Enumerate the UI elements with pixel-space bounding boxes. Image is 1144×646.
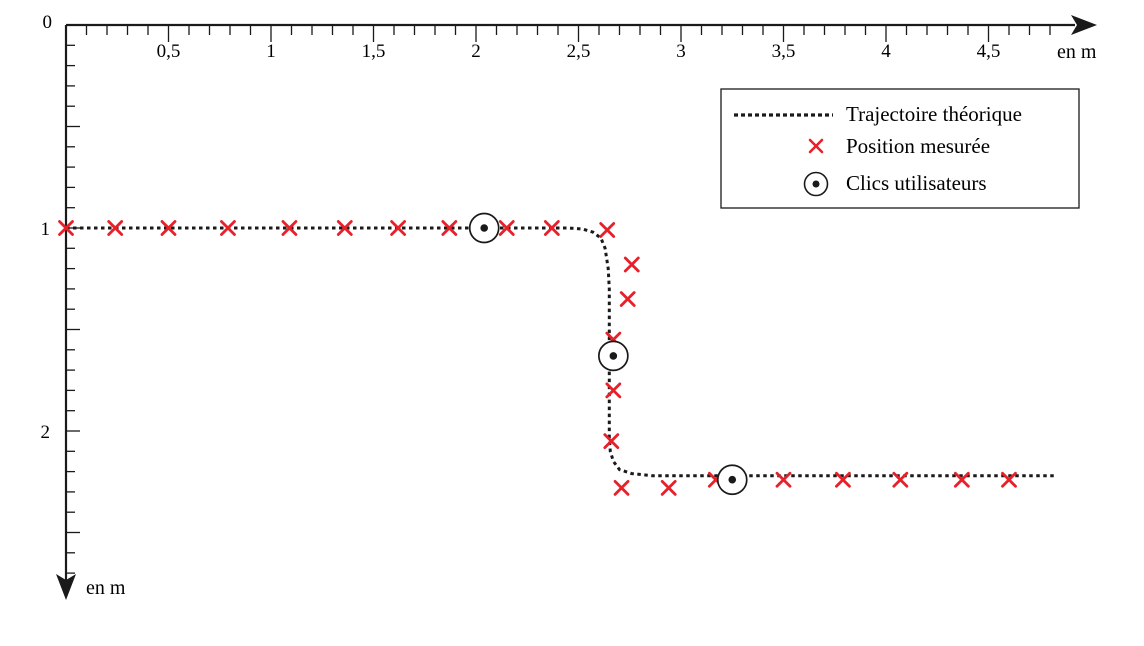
x-tick-label: 1,5 [362,41,386,62]
x-tick-label: 2,5 [567,41,591,62]
plot-area [60,214,1055,495]
x-tick-label: 2 [471,41,481,62]
measured-point [605,435,618,448]
measured-point [601,224,614,237]
theoretical-trajectory-line [66,228,1054,476]
click-marker [599,341,628,370]
y-axis-ticks: 12 [41,45,81,573]
x-tick-label: 4,5 [977,41,1001,62]
y-axis-unit-label: en m [86,577,126,599]
legend-label-clicks: Clics utilisateurs [846,171,987,195]
x-tick-label: 3,5 [772,41,796,62]
y-origin-label: 0 [43,12,53,33]
legend-label-measured: Position mesurée [846,134,990,158]
x-axis-unit-label: en m [1057,41,1097,63]
measured-point [894,473,907,486]
measured-point [621,293,634,306]
y-tick-label: 2 [41,422,51,443]
legend-label-trajectory: Trajectoire théorique [846,102,1022,126]
x-tick-label: 1 [266,41,276,62]
measured-point [607,384,620,397]
y-tick-label: 1 [41,219,51,240]
user-clicks [470,214,747,495]
measured-positions [60,222,1016,495]
legend-circled-dot-marker [805,173,828,196]
measured-point [615,481,628,494]
x-tick-label: 3 [676,41,686,62]
x-tick-label: 0,5 [157,41,181,62]
click-marker [718,465,747,494]
measured-point [625,258,638,271]
click-marker [470,214,499,243]
x-axis-ticks: 0,5 1 1,5 2 2,5 3 3,5 4 4,5 [87,25,1051,62]
legend: Trajectoire théorique Position mesurée C… [721,89,1079,208]
measured-point [777,473,790,486]
measured-point [662,481,675,494]
x-tick-label: 4 [881,41,891,62]
